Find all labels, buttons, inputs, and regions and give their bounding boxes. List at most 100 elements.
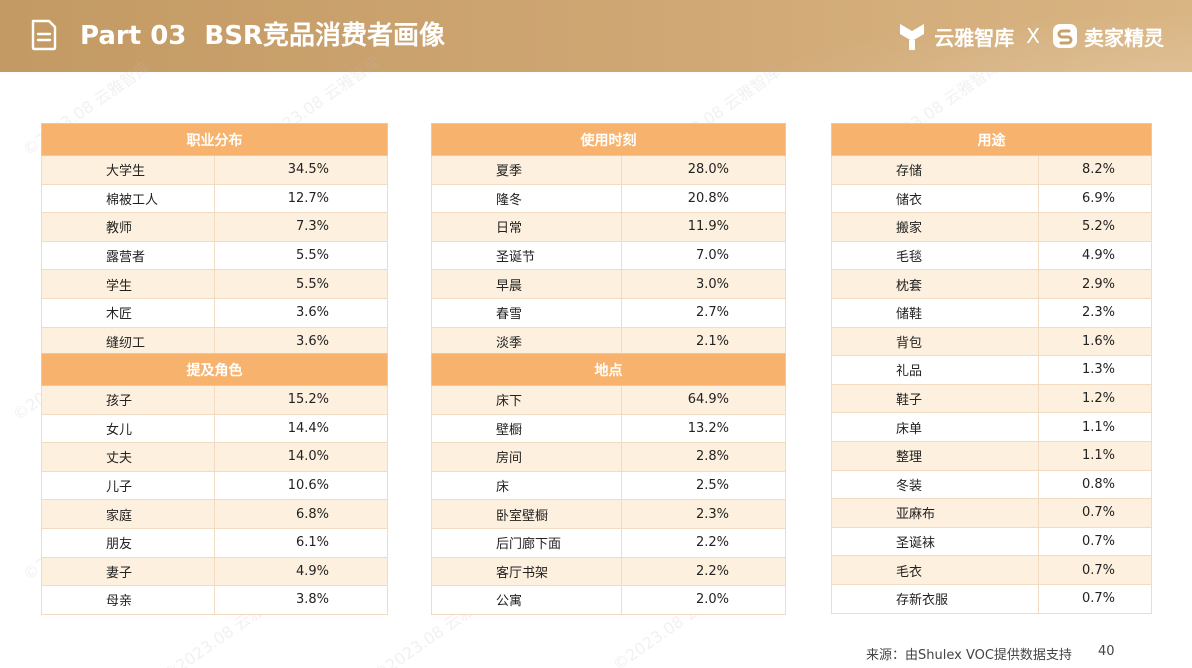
row-percentage: 0.7% — [1038, 526, 1152, 557]
table-row: 整理 1.1% — [831, 440, 1152, 471]
row-label: 日常 — [431, 212, 622, 242]
row-label: 壁橱 — [431, 413, 622, 444]
table-row: 冬装 0.8% — [831, 469, 1152, 500]
table-row: 房间 2.8% — [431, 442, 786, 472]
table-row: 后门廊下面 2.2% — [431, 527, 786, 558]
table-row: 妻子 4.9% — [41, 556, 388, 587]
table-row: 壁橱 13.2% — [431, 413, 786, 444]
table-row: 床 2.5% — [431, 470, 786, 501]
row-percentage: 2.2% — [621, 556, 786, 587]
row-label: 露营者 — [41, 240, 215, 271]
table-row: 淡季 2.1% — [431, 326, 786, 357]
table-row: 圣诞袜 0.7% — [831, 526, 1152, 557]
table-row: 亚麻布 0.7% — [831, 498, 1152, 528]
row-percentage: 4.9% — [1038, 240, 1152, 271]
row-label: 春雪 — [431, 297, 622, 328]
table-row: 鞋子 1.2% — [831, 383, 1152, 414]
table-row: 公寓 2.0% — [431, 585, 786, 615]
source-note: 来源：由Shulex VOC提供数据支持 — [866, 648, 1072, 663]
row-percentage: 64.9% — [621, 385, 786, 415]
row-percentage: 1.6% — [1038, 326, 1152, 357]
header-bar: Part 03 BSR竞品消费者画像 云雅智库 X 卖家精灵 — [0, 0, 1192, 72]
table-row: 教师 7.3% — [41, 212, 388, 242]
table-row: 早晨 3.0% — [431, 269, 786, 299]
row-percentage: 3.0% — [621, 269, 786, 299]
row-label: 房间 — [431, 442, 622, 472]
table-row: 搬家 5.2% — [831, 212, 1152, 242]
row-percentage: 28.0% — [621, 155, 786, 185]
usage-header: 用途 — [831, 123, 1152, 156]
row-percentage: 3.6% — [214, 297, 388, 328]
table-row: 缝纫工 3.6% — [41, 326, 388, 357]
row-label: 圣诞节 — [431, 240, 622, 271]
row-percentage: 13.2% — [621, 413, 786, 444]
yunya-logo-icon — [900, 24, 925, 50]
table-row: 储鞋 2.3% — [831, 297, 1152, 328]
header-decoration — [672, 0, 1192, 72]
row-percentage: 3.6% — [214, 326, 388, 357]
table-row: 背包 1.6% — [831, 326, 1152, 357]
row-percentage: 3.8% — [214, 585, 388, 615]
row-percentage: 1.1% — [1038, 412, 1152, 442]
row-label: 枕套 — [831, 269, 1039, 299]
table-row: 卧室壁橱 2.3% — [431, 499, 786, 529]
row-percentage: 2.8% — [621, 442, 786, 472]
row-label: 毛衣 — [831, 555, 1039, 585]
row-percentage: 4.9% — [214, 556, 388, 587]
row-percentage: 2.7% — [621, 297, 786, 328]
table-row: 床单 1.1% — [831, 412, 1152, 442]
table-row: 客厅书架 2.2% — [431, 556, 786, 587]
table-row: 礼品 1.3% — [831, 355, 1152, 385]
row-percentage: 5.5% — [214, 240, 388, 271]
row-percentage: 2.5% — [621, 470, 786, 501]
table-row: 床下 64.9% — [431, 385, 786, 415]
row-label: 客厅书架 — [431, 556, 622, 587]
page-title: Part 03 BSR竞品消费者画像 — [80, 14, 445, 58]
row-percentage: 1.3% — [1038, 355, 1152, 385]
table-row: 日常 11.9% — [431, 212, 786, 242]
row-label: 母亲 — [41, 585, 215, 615]
row-label: 整理 — [831, 440, 1039, 471]
row-label: 缝纫工 — [41, 326, 215, 357]
brand-separator: X — [1026, 24, 1040, 48]
usage-table: 用途 存储 8.2% 储衣 6.9% 搬家 5.2% 毛毯 4.9% 枕套 2.9% 储鞋 2.3% 背… — [831, 123, 1152, 614]
row-percentage: 7.3% — [214, 212, 388, 242]
row-percentage: 34.5% — [214, 155, 388, 185]
row-label: 教师 — [41, 212, 215, 242]
row-percentage: 0.7% — [1038, 583, 1152, 614]
location-header: 地点 — [431, 353, 786, 386]
row-percentage: 2.3% — [621, 499, 786, 529]
row-percentage: 12.7% — [214, 183, 388, 214]
row-percentage: 20.8% — [621, 183, 786, 214]
title-text: BSR竞品消费者画像 — [204, 21, 445, 51]
row-percentage: 5.2% — [1038, 212, 1152, 242]
row-label: 后门廊下面 — [431, 527, 622, 558]
usage-time-header: 使用时刻 — [431, 123, 786, 156]
occupation-table: 职业分布 大学生 34.5% 棉被工人 12.7% 教师 7.3% 露营者 5.5% 学生 5.5… — [41, 123, 388, 357]
table-row: 夏季 28.0% — [431, 155, 786, 185]
row-percentage: 8.2% — [1038, 155, 1152, 185]
row-percentage: 0.7% — [1038, 498, 1152, 528]
roles-table: 提及角色 孩子 15.2% 女儿 14.4% 丈夫 14.0% 儿子 10.6% 家庭 6.8% 朋… — [41, 353, 388, 615]
row-percentage: 14.0% — [214, 442, 388, 472]
row-label: 公寓 — [431, 585, 622, 615]
brand-left-name: 云雅智库 — [934, 25, 1015, 50]
table-row: 女儿 14.4% — [41, 413, 388, 444]
row-label: 礼品 — [831, 355, 1039, 385]
row-label: 卧室壁橱 — [431, 499, 622, 529]
row-label: 儿子 — [41, 470, 215, 501]
table-row: 儿子 10.6% — [41, 470, 388, 501]
table-row: 圣诞节 7.0% — [431, 240, 786, 271]
table-row: 大学生 34.5% — [41, 155, 388, 185]
table-row: 木匠 3.6% — [41, 297, 388, 328]
row-percentage: 5.5% — [214, 269, 388, 299]
table-row: 棉被工人 12.7% — [41, 183, 388, 214]
table-row: 枕套 2.9% — [831, 269, 1152, 299]
row-label: 棉被工人 — [41, 183, 215, 214]
seller-sprite-logo-icon — [1053, 24, 1077, 48]
row-label: 朋友 — [41, 527, 215, 558]
row-percentage: 11.9% — [621, 212, 786, 242]
row-percentage: 1.1% — [1038, 440, 1152, 471]
location-table: 地点 床下 64.9% 壁橱 13.2% 房间 2.8% 床 2.5% 卧室壁橱 2.3% 后门廊下… — [431, 353, 786, 615]
row-label: 储鞋 — [831, 297, 1039, 328]
